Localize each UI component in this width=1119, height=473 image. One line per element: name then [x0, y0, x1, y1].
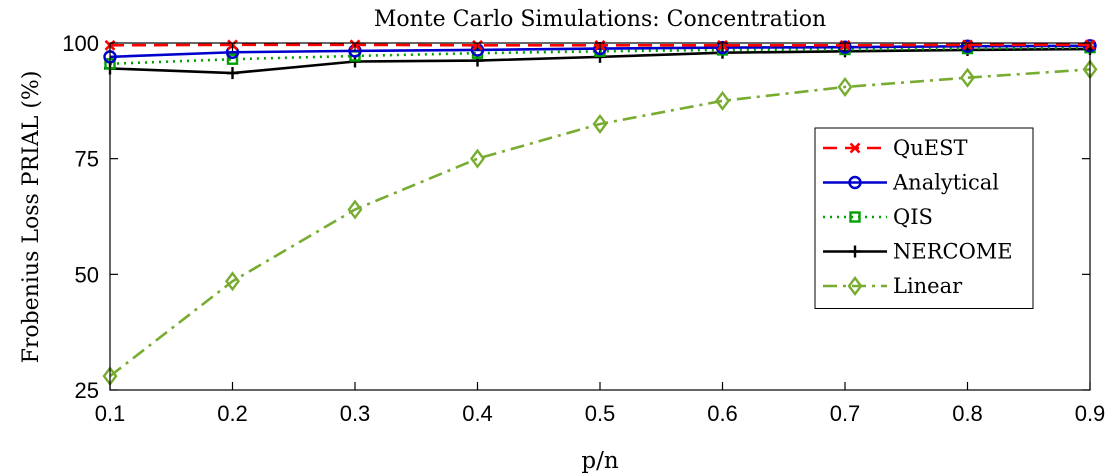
series-line-linear	[109, 68, 1091, 378]
legend-marker	[848, 175, 862, 190]
data-point-qis	[226, 53, 239, 65]
legend-item-qis: QIS	[823, 205, 933, 229]
y-tick-label: 75	[75, 147, 99, 172]
data-point-analytical	[715, 40, 730, 55]
legend-item-quest: QuEST	[823, 136, 967, 160]
legend-marker	[847, 276, 863, 296]
legend-marker	[849, 142, 861, 154]
legend: QuEST Analytical QIS NERCOME Linear	[814, 127, 1034, 309]
axes-layer: 0.1 0.2 0.3 0.4 0.5 0.6 0.7 0.8 0.9 25 50 75 100	[62, 31, 1105, 426]
legend-label: Analytical	[892, 171, 999, 195]
data-point-analytical	[838, 40, 852, 54]
data-point-analytical	[960, 39, 975, 53]
data-point-linear	[470, 148, 485, 169]
series-layer	[102, 39, 1098, 387]
x-tick-label: 0.2	[217, 401, 248, 426]
series-line-qis	[109, 46, 1091, 66]
data-point-linear	[960, 67, 975, 88]
x-tick-label: 0.5	[585, 401, 616, 426]
y-tick-label: 100	[62, 31, 99, 56]
x-tick-label: 0.6	[707, 401, 738, 426]
y-tick-label: 25	[75, 378, 99, 403]
legend-label: NERCOME	[893, 240, 1013, 264]
data-point-nercome	[226, 67, 239, 80]
data-point-linear	[592, 113, 608, 134]
legend-item-linear: Linear	[823, 274, 963, 298]
data-point-linear	[837, 76, 853, 97]
legend-marker	[849, 245, 861, 258]
x-axis-label: p/n	[581, 448, 618, 473]
legend-label: QIS	[893, 205, 933, 229]
y-axis-label: Frobenius Loss PRIAL (%)	[19, 71, 44, 364]
x-tick-label: 0.8	[952, 401, 983, 426]
x-tick-label: 0.7	[830, 401, 861, 426]
x-tick-label: 0.4	[462, 401, 493, 426]
legend-item-analytical: Analytical	[823, 171, 999, 195]
chart-title: Monte Carlo Simulations: Concentration	[374, 7, 826, 32]
legend-marker	[849, 211, 861, 223]
x-tick-label: 0.1	[95, 401, 126, 426]
data-point-linear	[225, 271, 240, 292]
legend-item-nercome: NERCOME	[823, 240, 1013, 264]
y-tick-label: 50	[75, 262, 99, 287]
legend-label: QuEST	[893, 136, 967, 160]
x-tick-label: 0.9	[1075, 401, 1106, 426]
series-linear	[102, 59, 1098, 387]
legend-label: Linear	[893, 274, 963, 298]
x-tick-label: 0.3	[340, 401, 371, 426]
data-point-linear	[347, 199, 363, 220]
data-point-linear	[715, 90, 730, 111]
